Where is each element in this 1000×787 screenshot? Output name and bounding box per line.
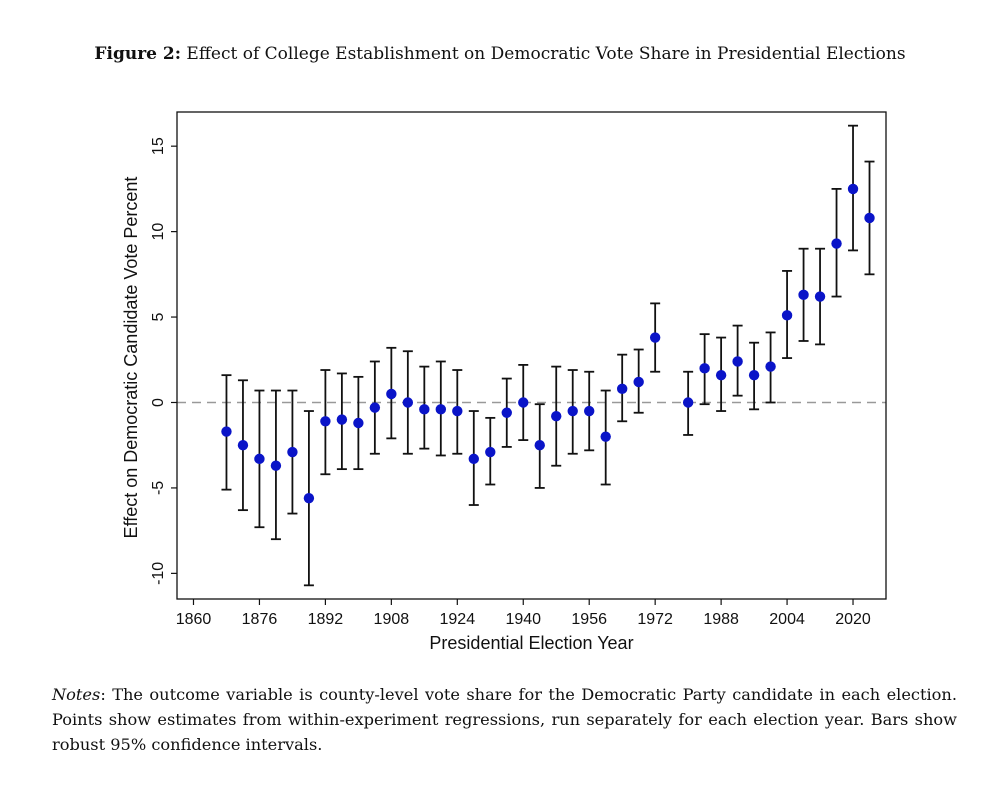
point-estimate xyxy=(765,361,776,372)
point-estimate xyxy=(254,453,265,465)
x-axis-label: Presidential Election Year xyxy=(429,633,633,653)
figure-title: Figure 2: Effect of College Establishmen… xyxy=(0,44,1000,64)
point-estimate xyxy=(649,332,661,343)
figure-label: Figure 2: xyxy=(94,44,181,64)
point-estimate xyxy=(699,363,710,374)
point-estimate xyxy=(814,291,826,302)
point-estimate xyxy=(353,417,364,429)
point-estimate xyxy=(270,460,282,471)
y-tick-label: -5 xyxy=(150,481,167,495)
point-estimate xyxy=(485,446,496,458)
point-estimate xyxy=(781,310,793,321)
point-estimate xyxy=(518,397,529,408)
point-estimate xyxy=(237,440,249,451)
point-estimate xyxy=(336,414,348,425)
error-bar-layer xyxy=(221,124,875,587)
point-estimate xyxy=(567,405,578,417)
point-estimate xyxy=(831,238,842,249)
point-estimate xyxy=(798,289,809,301)
y-tick-label: 0 xyxy=(150,398,167,407)
point-estimate xyxy=(221,426,232,437)
point-estimate xyxy=(748,369,760,381)
x-tick-label: 1972 xyxy=(637,611,673,628)
x-tick-label: 1956 xyxy=(571,611,607,628)
point-estimate xyxy=(847,183,859,195)
point-estimate xyxy=(616,383,628,395)
figure-notes: Notes: The outcome variable is county-le… xyxy=(52,682,957,757)
x-tick-label: 1876 xyxy=(242,611,278,628)
y-tick-label: 15 xyxy=(150,137,167,155)
point-estimate xyxy=(584,405,595,417)
point-estimate xyxy=(320,416,331,427)
x-tick-label: 1860 xyxy=(176,611,212,628)
point-estimate xyxy=(419,404,430,415)
point-estimate xyxy=(732,356,743,367)
y-axis: -10 -5 0 5 10 15 xyxy=(150,137,177,585)
x-tick-label: 2020 xyxy=(835,611,871,628)
x-axis: 1860 1876 1892 1908 1924 1940 1956 1972 1988 2004… xyxy=(176,599,871,628)
y-tick-label: -10 xyxy=(150,562,167,585)
point-estimate xyxy=(402,397,414,408)
point-estimate xyxy=(534,440,545,451)
y-axis-label: Effect on Democratic Candidate Vote Perc… xyxy=(121,177,141,539)
x-tick-label: 1892 xyxy=(308,611,344,628)
x-tick-label: 1988 xyxy=(703,611,739,628)
point-estimate xyxy=(551,410,562,422)
x-tick-label: 1940 xyxy=(505,611,541,628)
point-estimate xyxy=(452,405,463,417)
point-estimate xyxy=(682,397,694,408)
point-layer xyxy=(221,183,875,504)
x-tick-label: 1924 xyxy=(440,611,476,628)
point-estimate xyxy=(715,369,727,381)
notes-text: : The outcome variable is county-level v… xyxy=(52,685,957,754)
point-estimate xyxy=(864,212,875,224)
point-estimate xyxy=(386,388,397,400)
figure-title-text: Effect of College Establishment on Democ… xyxy=(186,44,906,64)
y-tick-label: 5 xyxy=(150,313,167,322)
point-estimate xyxy=(369,402,381,413)
point-estimate xyxy=(468,453,479,465)
point-estimate xyxy=(287,446,298,458)
x-tick-label: 1908 xyxy=(374,611,410,628)
point-estimate xyxy=(435,404,447,415)
point-estimate xyxy=(501,407,512,418)
point-estimate xyxy=(600,431,611,442)
y-tick-label: 10 xyxy=(150,223,167,241)
point-estimate xyxy=(633,376,644,388)
plot-frame xyxy=(176,111,887,600)
x-tick-label: 2004 xyxy=(769,611,805,628)
point-estimate xyxy=(303,492,315,504)
notes-label: Notes xyxy=(52,685,101,704)
